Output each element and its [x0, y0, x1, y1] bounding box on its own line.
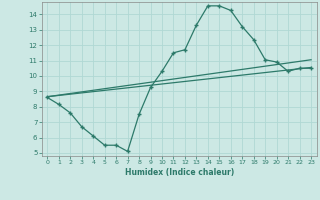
X-axis label: Humidex (Indice chaleur): Humidex (Indice chaleur) [124, 168, 234, 177]
